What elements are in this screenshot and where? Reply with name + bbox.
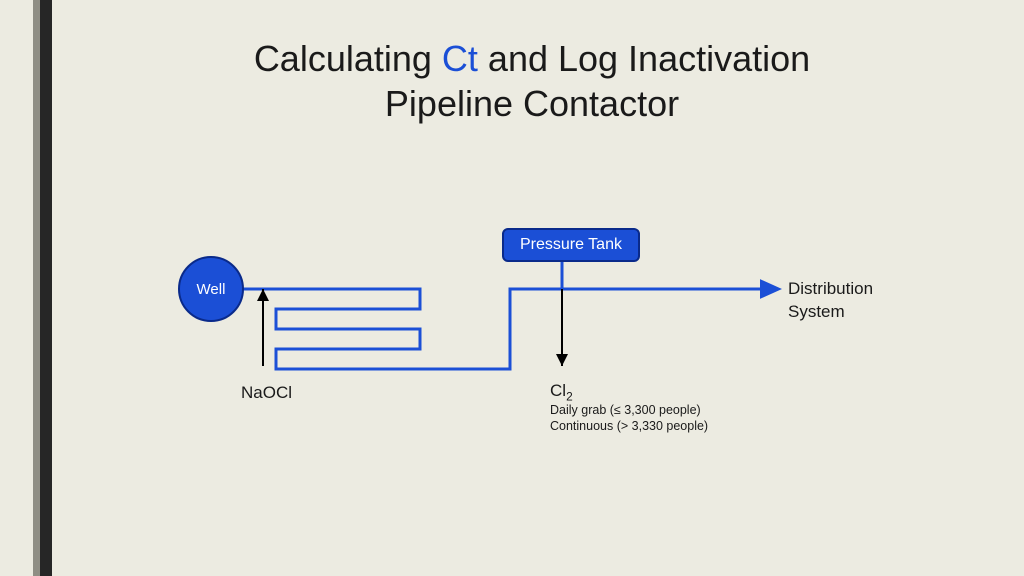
title-suffix: and Log Inactivation [478,38,810,79]
side-stripe-shadow [33,0,40,576]
distribution-line2: System [788,302,845,321]
cl2-label: Cl2 [550,380,573,404]
well-node: Well [178,256,244,322]
title-line2: Pipeline Contactor [385,83,679,124]
pressure-tank-node: Pressure Tank [502,228,640,262]
distribution-line1: Distribution [788,279,873,298]
cl2-main: Cl [550,381,566,400]
title-accent: Ct [442,38,478,79]
side-stripe [40,0,52,576]
pressure-tank-label: Pressure Tank [520,236,622,253]
title-prefix: Calculating [254,38,442,79]
cl2-note-1: Daily grab (≤ 3,300 people) [550,402,701,419]
cl2-note-2: Continuous (> 3,330 people) [550,418,708,435]
well-label: Well [197,281,226,298]
slide-title: Calculating Ct and Log Inactivation Pipe… [80,36,984,126]
distribution-label: Distribution System [788,278,873,324]
naocl-label: NaOCl [241,382,292,405]
